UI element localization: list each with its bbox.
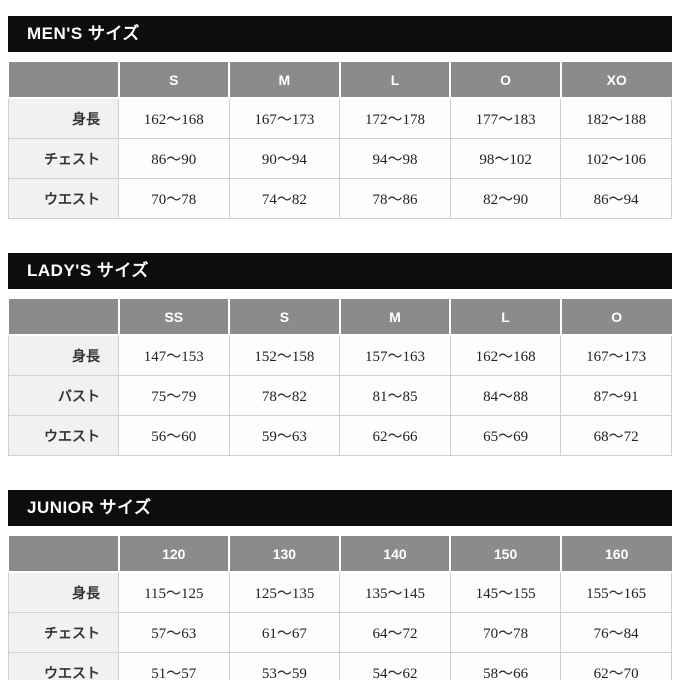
col-header-cell: S — [228, 299, 340, 336]
col-header-cell: 120 — [117, 536, 230, 573]
value-cell: 155〜165 — [560, 571, 672, 613]
value-cell: 70〜78 — [449, 612, 562, 653]
value-cell: 56〜60 — [118, 415, 230, 456]
value-cell: 61〜67 — [228, 612, 341, 653]
mens-header-row: S M L O XO — [8, 62, 672, 99]
value-cell: 59〜63 — [228, 415, 341, 456]
value-cell: 125〜135 — [228, 571, 341, 613]
value-cell: 94〜98 — [339, 138, 451, 179]
value-cell: 157〜163 — [339, 334, 451, 376]
col-header-cell: O — [449, 62, 561, 99]
corner-cell — [8, 299, 119, 336]
value-cell: 62〜66 — [339, 415, 451, 456]
value-cell: 78〜82 — [228, 375, 341, 416]
table-row-waist: ウエスト 70〜78 74〜82 78〜86 82〜90 86〜94 — [8, 178, 672, 219]
section-title-junior: JUNIOR サイズ — [8, 490, 672, 526]
value-cell: 54〜62 — [339, 652, 451, 680]
value-cell: 78〜86 — [339, 178, 451, 219]
col-header-cell: L — [449, 299, 561, 336]
value-cell: 57〜63 — [118, 612, 230, 653]
value-cell: 75〜79 — [118, 375, 230, 416]
value-cell: 162〜168 — [449, 334, 562, 376]
col-header-cell: SS — [117, 299, 230, 336]
value-cell: 86〜90 — [118, 138, 230, 179]
col-header-cell: 140 — [338, 536, 451, 573]
table-row-waist: ウエスト 56〜60 59〜63 62〜66 65〜69 68〜72 — [8, 415, 672, 456]
value-cell: 87〜91 — [560, 375, 672, 416]
value-cell: 65〜69 — [449, 415, 562, 456]
row-label-cell: 身長 — [8, 97, 119, 139]
col-header-cell: L — [338, 62, 451, 99]
table-row-chest: チェスト 86〜90 90〜94 94〜98 98〜102 102〜106 — [8, 138, 672, 179]
value-cell: 81〜85 — [339, 375, 451, 416]
col-header-cell: XO — [559, 62, 672, 99]
row-label-cell: ウエスト — [8, 652, 119, 680]
value-cell: 177〜183 — [449, 97, 562, 139]
value-cell: 135〜145 — [339, 571, 451, 613]
table-row-height: 身長 115〜125 125〜135 135〜145 145〜155 155〜1… — [8, 571, 672, 613]
col-header-cell: S — [117, 62, 230, 99]
value-cell: 172〜178 — [339, 97, 451, 139]
table-row-chest: チェスト 57〜63 61〜67 64〜72 70〜78 76〜84 — [8, 612, 672, 653]
value-cell: 147〜153 — [118, 334, 230, 376]
corner-cell — [8, 62, 119, 99]
value-cell: 76〜84 — [560, 612, 672, 653]
value-cell: 86〜94 — [560, 178, 672, 219]
col-header-cell: M — [228, 62, 340, 99]
junior-size-table: 120 130 140 150 160 身長 115〜125 125〜135 1… — [8, 536, 672, 680]
value-cell: 68〜72 — [560, 415, 672, 456]
value-cell: 51〜57 — [118, 652, 230, 680]
value-cell: 53〜59 — [228, 652, 341, 680]
value-cell: 182〜188 — [560, 97, 672, 139]
row-label-cell: チェスト — [8, 138, 119, 179]
value-cell: 58〜66 — [449, 652, 562, 680]
section-title-ladys: LADY'S サイズ — [8, 253, 672, 289]
value-cell: 62〜70 — [560, 652, 672, 680]
value-cell: 152〜158 — [228, 334, 341, 376]
table-row-waist: ウエスト 51〜57 53〜59 54〜62 58〜66 62〜70 — [8, 652, 672, 680]
row-label-cell: チェスト — [8, 612, 119, 653]
col-header-cell: 150 — [449, 536, 561, 573]
table-row-bust: バスト 75〜79 78〜82 81〜85 84〜88 87〜91 — [8, 375, 672, 416]
row-label-cell: 身長 — [8, 571, 119, 613]
section-mens: MEN'S サイズ S M L O XO 身長 162〜168 167〜173 — [8, 16, 672, 219]
row-label-cell: バスト — [8, 375, 119, 416]
col-header-cell: M — [338, 299, 451, 336]
value-cell: 74〜82 — [228, 178, 341, 219]
value-cell: 84〜88 — [449, 375, 562, 416]
col-header-cell: 130 — [228, 536, 340, 573]
section-title-mens: MEN'S サイズ — [8, 16, 672, 52]
value-cell: 64〜72 — [339, 612, 451, 653]
row-label-cell: ウエスト — [8, 415, 119, 456]
value-cell: 167〜173 — [228, 97, 341, 139]
value-cell: 102〜106 — [560, 138, 672, 179]
ladys-header-row: SS S M L O — [8, 299, 672, 336]
section-ladys: LADY'S サイズ SS S M L O 身長 147〜153 152〜158 — [8, 253, 672, 456]
value-cell: 115〜125 — [118, 571, 230, 613]
table-row-height: 身長 147〜153 152〜158 157〜163 162〜168 167〜1… — [8, 334, 672, 376]
value-cell: 70〜78 — [118, 178, 230, 219]
col-header-cell: 160 — [559, 536, 672, 573]
corner-cell — [8, 536, 119, 573]
mens-size-table: S M L O XO 身長 162〜168 167〜173 172〜178 17… — [8, 62, 672, 219]
value-cell: 90〜94 — [228, 138, 341, 179]
ladys-size-table: SS S M L O 身長 147〜153 152〜158 157〜163 16… — [8, 299, 672, 456]
section-junior: JUNIOR サイズ 120 130 140 150 160 身長 115〜12… — [8, 490, 672, 680]
value-cell: 82〜90 — [449, 178, 562, 219]
value-cell: 167〜173 — [560, 334, 672, 376]
value-cell: 98〜102 — [449, 138, 562, 179]
value-cell: 145〜155 — [449, 571, 562, 613]
row-label-cell: 身長 — [8, 334, 119, 376]
junior-header-row: 120 130 140 150 160 — [8, 536, 672, 573]
col-header-cell: O — [559, 299, 672, 336]
value-cell: 162〜168 — [118, 97, 230, 139]
row-label-cell: ウエスト — [8, 178, 119, 219]
table-row-height: 身長 162〜168 167〜173 172〜178 177〜183 182〜1… — [8, 97, 672, 139]
